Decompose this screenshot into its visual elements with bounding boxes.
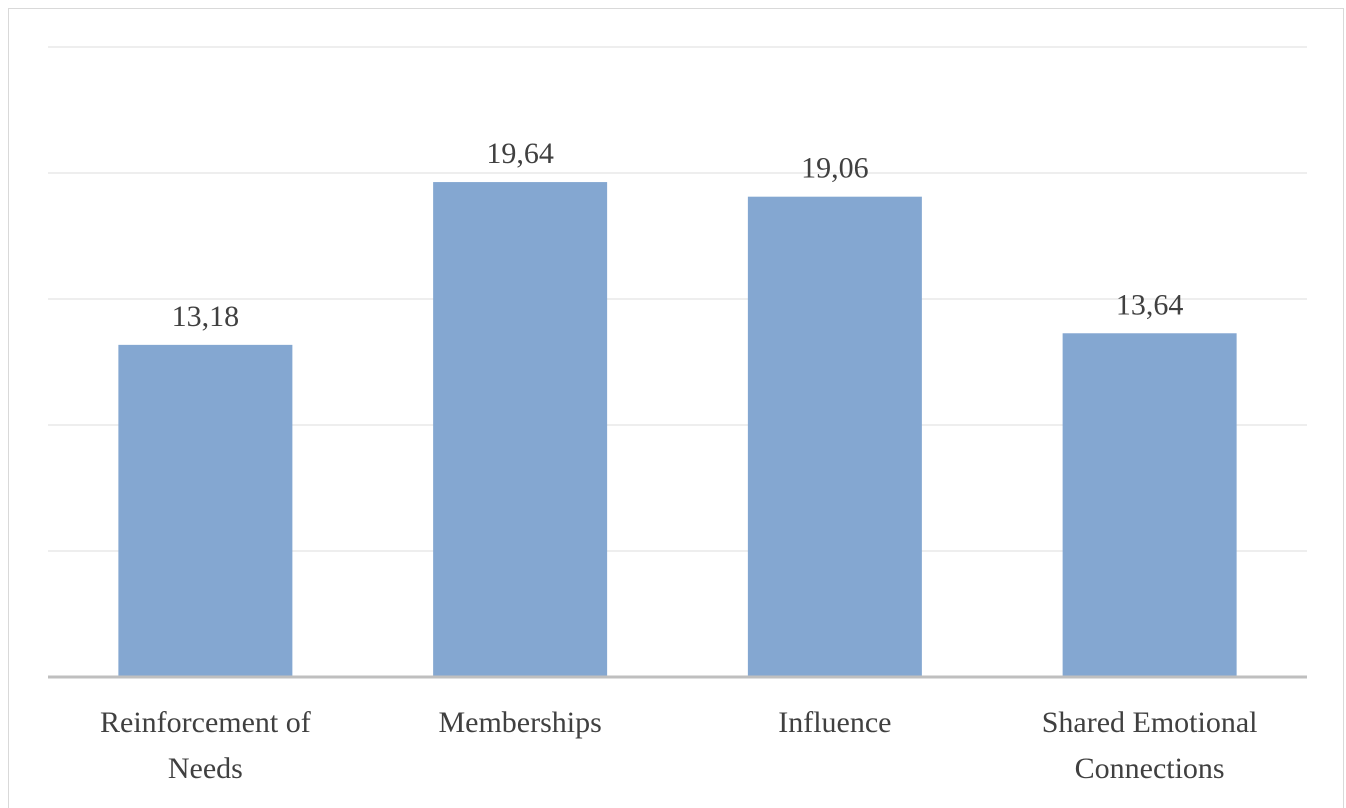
category-label: Reinforcement of xyxy=(100,706,311,739)
category-labels: Reinforcement of Needs Memberships Influenc… xyxy=(100,706,1258,785)
data-label: 19,64 xyxy=(486,137,554,170)
bar xyxy=(118,344,293,677)
category-label: Connections xyxy=(1075,752,1225,785)
data-labels: 13,18 19,64 19,06 13,64 xyxy=(172,137,1184,333)
data-label: 13,18 xyxy=(172,300,240,333)
data-label: 13,64 xyxy=(1116,288,1184,321)
category-label: Influence xyxy=(778,706,891,739)
bar xyxy=(1062,333,1237,677)
chart-frame xyxy=(8,8,1344,808)
bar xyxy=(433,182,608,677)
bar xyxy=(747,196,922,678)
category-label: Shared Emotional xyxy=(1042,706,1258,739)
data-label: 19,06 xyxy=(801,152,869,185)
category-label: Memberships xyxy=(438,706,601,739)
bars xyxy=(118,182,1237,678)
category-label: Needs xyxy=(168,752,243,785)
